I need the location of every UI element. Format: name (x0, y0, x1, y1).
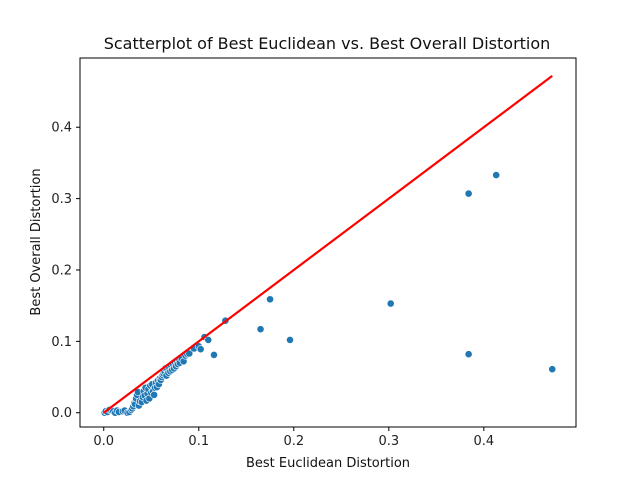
y-tick-label: 0.2 (51, 263, 72, 278)
scatter-point (548, 365, 557, 374)
x-tick-label: 0.3 (378, 434, 399, 449)
x-tick-label: 0.1 (188, 434, 209, 449)
scatter-point (196, 345, 205, 354)
scatter-point (386, 299, 395, 308)
y-axis-label: Best Overall Distortion (29, 168, 44, 315)
chart-title: Scatterplot of Best Euclidean vs. Best O… (104, 34, 551, 53)
scatter-point (150, 390, 159, 399)
y-tick-label: 0.0 (51, 406, 72, 421)
x-tick-label: 0.4 (473, 434, 494, 449)
x-tick-label: 0.0 (93, 434, 114, 449)
scatter-point (464, 350, 473, 359)
reference-line (103, 74, 553, 414)
plot-frame (79, 57, 577, 428)
y-tick-label: 0.1 (51, 335, 72, 350)
scatter-point (286, 336, 294, 344)
x-axis-label: Best Euclidean Distortion (246, 456, 410, 471)
y-tick-label: 0.4 (51, 121, 72, 136)
scatter-point (204, 336, 213, 344)
scatter-point (256, 325, 265, 334)
scatter-point (210, 351, 218, 359)
x-tick-label: 0.2 (283, 434, 304, 449)
scatter-point (266, 295, 274, 304)
scatter-point (185, 349, 194, 358)
scatter-point (464, 189, 473, 198)
y-tick-label: 0.3 (51, 192, 72, 207)
chart-marks (100, 74, 557, 417)
scatter-point (492, 171, 501, 179)
chart-ticks: 0.0 0.1 0.2 0.3 0.4 0.0 0.1 0.2 0.3 0.4 (51, 121, 494, 449)
